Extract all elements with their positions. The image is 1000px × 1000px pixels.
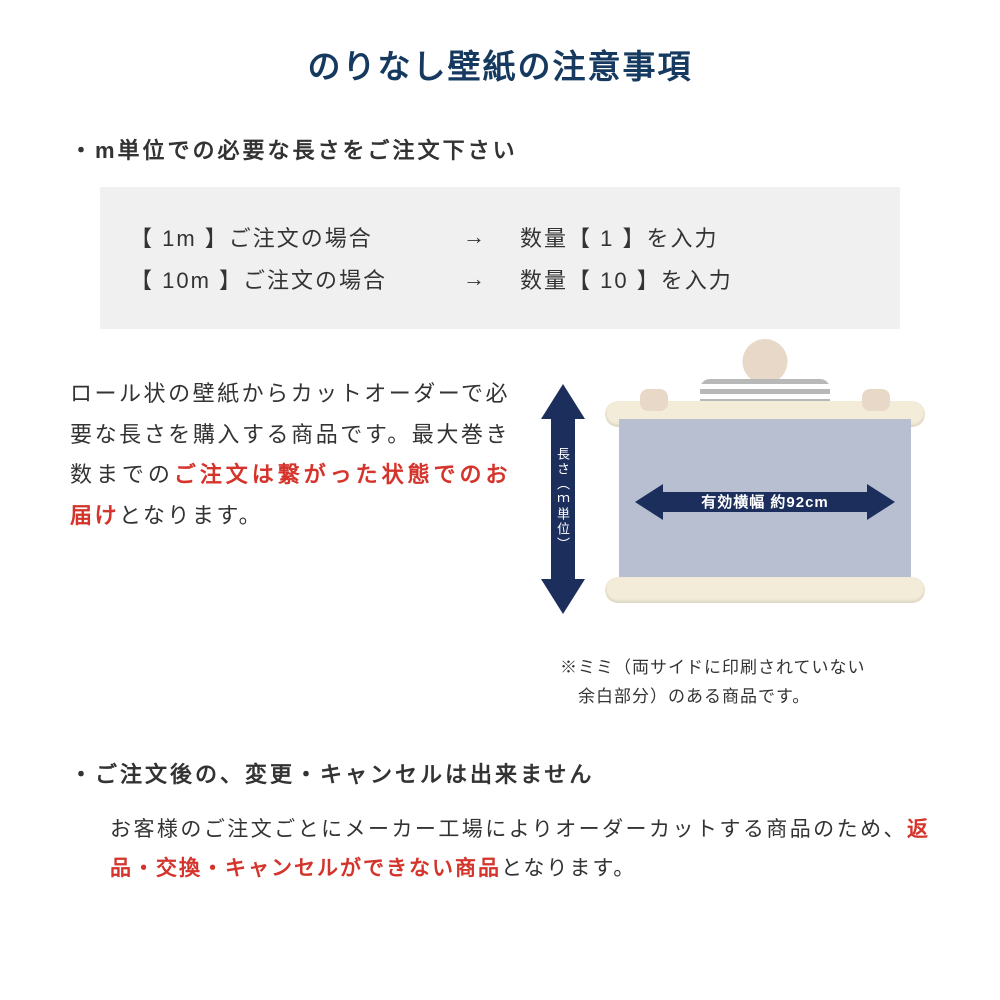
description-row: ロール状の壁紙からカットオーダーで必要な長さを購入する商品です。最大巻き数までの… [70,374,930,634]
length-label: 長さ（ｍ単位） [553,447,572,552]
length-arrow-body: 長さ（ｍ単位） [551,419,575,579]
hand-left-icon [640,389,668,411]
order-1m-left: 【 1m 】ご注文の場合 [130,221,430,253]
order-1m-right: 数量【 1 】を入力 [520,221,870,253]
desc-part3: となります。 [119,503,263,528]
cancel-part1: お客様のご注文ごとにメーカー工場によりオーダーカットする商品のため、 [110,818,907,841]
wallpaper-diagram: 長さ（ｍ単位） 有効横幅 約92cm [535,374,930,634]
cancel-part3: となります。 [501,857,636,880]
arrow-left-icon [635,484,663,520]
width-arrow: 有効横幅 約92cm [635,482,895,522]
arrow-icon: → [430,266,520,292]
order-10m-left: 【 10m 】ご注文の場合 [130,263,430,295]
arrow-right-icon [867,484,895,520]
mimi-footnote: ※ミミ（両サイドに印刷されていない 余白部分）のある商品です。 [560,654,930,712]
width-label: 有効横幅 約92cm [663,492,867,512]
mimi-line2: 余白部分）のある商品です。 [560,687,810,706]
roll-bottom-icon [605,577,925,603]
cancel-description: お客様のご注文ごとにメーカー工場によりオーダーカットする商品のため、返品・交換・… [110,811,930,889]
mimi-line1: ※ミミ（両サイドに印刷されていない [560,658,866,677]
person-head-icon [743,339,788,384]
length-arrow: 長さ（ｍ単位） [535,384,590,614]
order-example-box: 【 1m 】ご注文の場合 → 数量【 1 】を入力 【 10m 】ご注文の場合 … [100,187,900,329]
cut-order-description: ロール状の壁紙からカットオーダーで必要な長さを購入する商品です。最大巻き数までの… [70,374,510,634]
order-10m-right: 数量【 10 】を入力 [520,263,870,295]
bullet-order-length: ・m単位での必要な長さをご注文下さい [70,133,930,165]
arrow-down-icon [541,579,585,614]
wallpaper-sheet: 有効横幅 約92cm [619,419,911,584]
page-title: のりなし壁紙の注意事項 [70,40,930,88]
arrow-up-icon [541,384,585,419]
arrow-icon: → [430,224,520,250]
bullet-no-cancel: ・ご注文後の、変更・キャンセルは出来ません [70,757,930,789]
order-row-1m: 【 1m 】ご注文の場合 → 数量【 1 】を入力 [130,221,870,253]
hand-right-icon [862,389,890,411]
order-row-10m: 【 10m 】ご注文の場合 → 数量【 10 】を入力 [130,263,870,295]
wallpaper-illustration: 有効横幅 約92cm [605,369,925,619]
